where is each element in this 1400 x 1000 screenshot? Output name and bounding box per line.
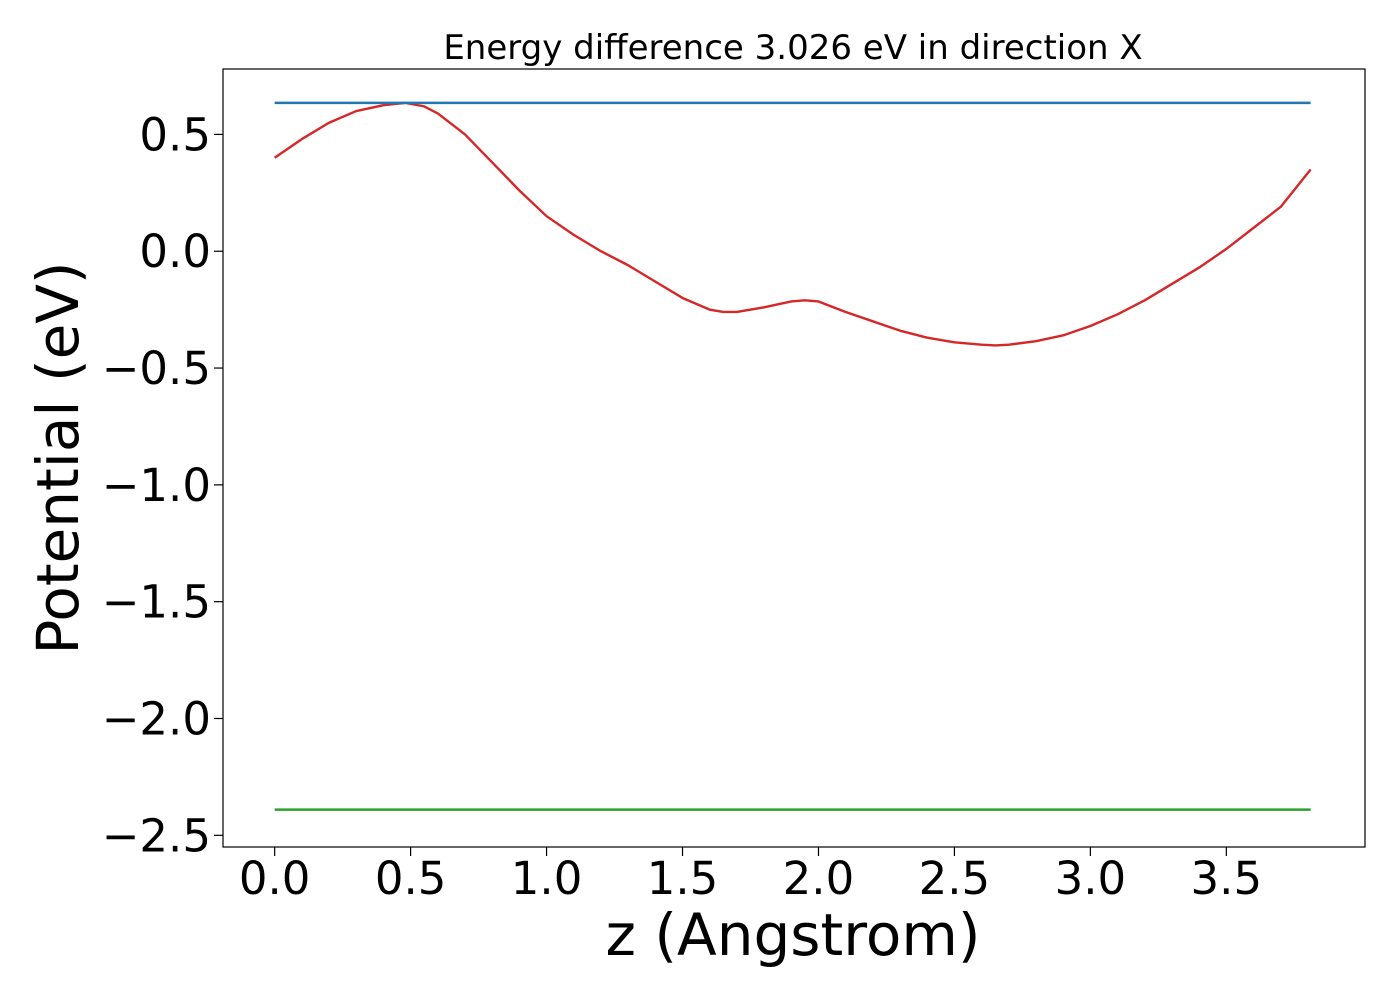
x-axis-label: z (Angstrom) xyxy=(606,901,981,969)
chart-title: Energy difference 3.026 eV in direction … xyxy=(443,28,1142,68)
y-tick-label: 0.5 xyxy=(139,108,211,161)
x-tick-label: 2.0 xyxy=(783,852,855,905)
plot-frame xyxy=(222,68,1366,848)
y-tick-label: 0.0 xyxy=(139,225,211,278)
y-axis: 0.5 0.0 −0.5 −1.0 −1.5 −2.0 −2.5 xyxy=(102,108,223,862)
plot-series-group xyxy=(273,101,1312,811)
y-axis-label: Potential (eV) xyxy=(24,261,92,654)
x-tick-label: 3.0 xyxy=(1055,852,1127,905)
series-line-0 xyxy=(273,101,1312,347)
x-tick-label: 0.0 xyxy=(239,852,311,905)
y-tick-label: −0.5 xyxy=(102,342,211,395)
y-tick-label: −2.5 xyxy=(102,809,211,862)
y-tick-label: −1.0 xyxy=(102,459,211,512)
x-axis: 0.0 0.5 1.0 1.5 2.0 2.5 3.0 3.5 xyxy=(239,847,1262,905)
x-tick-label: 1.0 xyxy=(511,852,583,905)
x-tick-label: 3.5 xyxy=(1191,852,1263,905)
x-tick-label: 0.5 xyxy=(375,852,447,905)
x-tick-label: 1.5 xyxy=(647,852,719,905)
y-tick-label: −2.0 xyxy=(102,693,211,746)
y-tick-label: −1.5 xyxy=(102,576,211,629)
x-tick-label: 2.5 xyxy=(919,852,991,905)
